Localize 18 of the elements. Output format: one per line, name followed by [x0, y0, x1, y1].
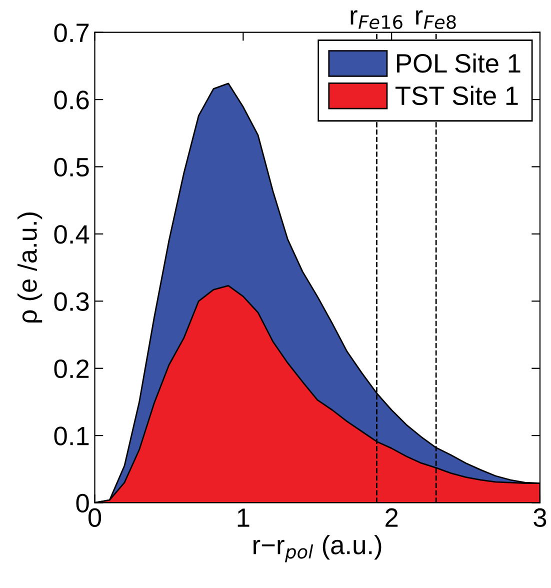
y-tick-label: 0.7	[54, 23, 89, 42]
x-tick-label: 2	[386, 508, 398, 527]
ref-line-label: r$_{Fe8}$	[416, 10, 456, 30]
y-tick-label: 0.6	[54, 90, 89, 110]
y-tick-label: 0.3	[54, 292, 89, 311]
y-axis-title: ρ (e /a.u.)	[18, 212, 42, 322]
x-tick-label: 1	[238, 508, 250, 527]
ref-line-label: r$_{Fe16}$	[350, 10, 402, 30]
legend-label: TST Site 1	[395, 86, 518, 106]
x-tick-label: 0	[88, 508, 102, 527]
y-tick-label: 0.4	[54, 225, 90, 244]
y-tick-label: 0.1	[54, 426, 89, 446]
x-tick-label: 3	[534, 508, 546, 527]
x-axis-title: r−r$_{pol}$ (a.u.)	[254, 534, 382, 562]
legend-label: POL Site 1	[397, 53, 520, 73]
y-tick-label: 0	[76, 494, 89, 513]
y-tick-label: 0.5	[54, 158, 89, 177]
y-tick-label: 0.2	[54, 359, 89, 378]
